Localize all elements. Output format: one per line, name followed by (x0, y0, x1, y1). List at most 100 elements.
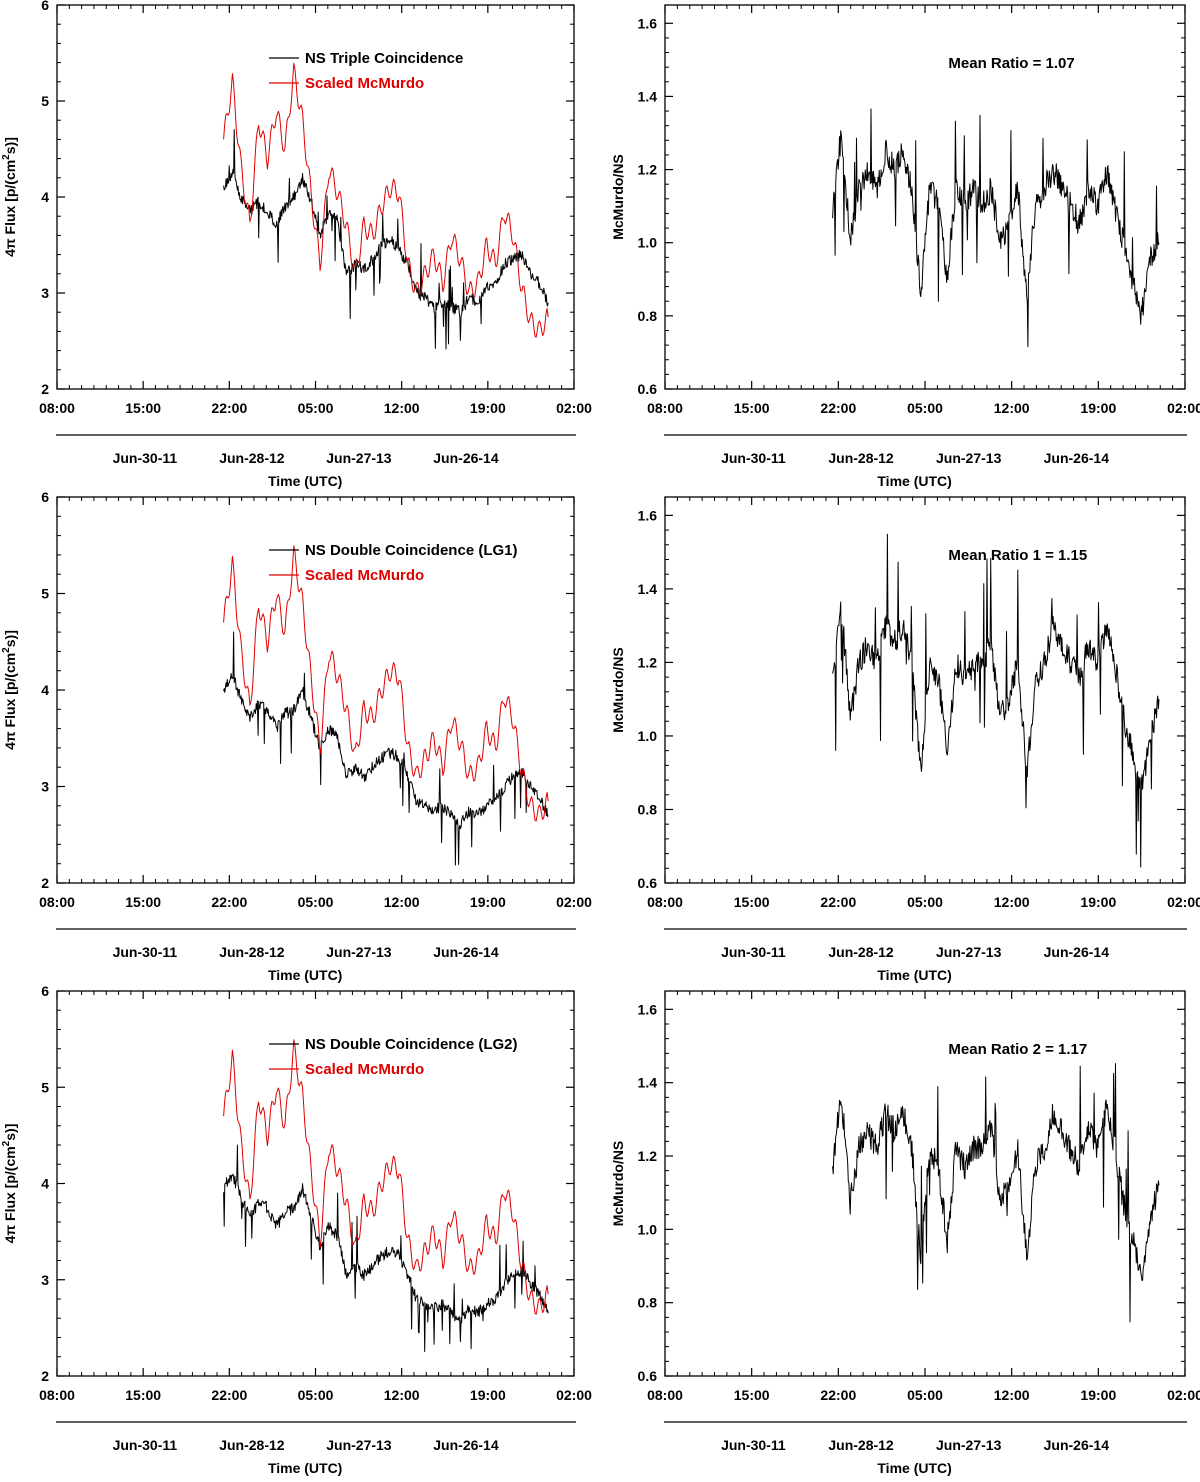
mean-ratio-annotation: Mean Ratio = 1.07 (948, 55, 1074, 72)
y-tick-label: 1.4 (638, 1075, 658, 1091)
y-axis-title: 4π Flux [p/(cm2s)] (1, 1124, 18, 1244)
x-tick-label: 12:00 (384, 1387, 420, 1403)
x-tick-label: 02:00 (1167, 400, 1200, 416)
x-axis-title: Time (UTC) (877, 473, 951, 489)
legend-label: NS Triple Coincidence (305, 50, 463, 67)
x-tick-label: 22:00 (211, 400, 247, 416)
series-line-mcmurdo-ns (832, 533, 1160, 868)
x-tick-label: 22:00 (820, 400, 856, 416)
x-tick-label: 02:00 (1167, 1387, 1200, 1403)
date-label: Jun-30-11 (721, 1437, 786, 1453)
x-tick-label: 08:00 (39, 1387, 75, 1403)
y-tick-label: 3 (41, 779, 49, 795)
y-tick-label: 4 (41, 1176, 49, 1192)
date-label: Jun-30-11 (113, 944, 178, 960)
x-tick-label: 19:00 (470, 894, 506, 910)
x-axis-title: Time (UTC) (268, 967, 342, 983)
y-axis-title: 4π Flux [p/(cm2s)] (1, 630, 18, 750)
y-tick-label: 1.6 (638, 1001, 658, 1017)
date-label: Jun-28-12 (219, 1437, 285, 1453)
series-line-ns-triple-coincidence (223, 129, 549, 350)
date-label: Jun-27-13 (936, 450, 1002, 466)
y-tick-label: 5 (41, 93, 49, 109)
y-tick-label: 1.6 (638, 507, 658, 523)
x-tick-label: 19:00 (470, 1387, 506, 1403)
legend-label: Scaled McMurdo (305, 567, 424, 584)
y-tick-label: 0.6 (638, 1368, 658, 1384)
x-tick-label: 19:00 (1080, 894, 1116, 910)
date-label: Jun-27-13 (936, 944, 1002, 960)
x-tick-label: 05:00 (298, 400, 334, 416)
chart-ratio-triple: 0.6 0.8 1.0 1.2 1.4 1.6 08:00 15:00 22:00 05:00 12… (610, 4, 1200, 489)
y-tick-label: 0.8 (638, 1295, 658, 1311)
x-tick-label: 12:00 (994, 894, 1030, 910)
y-tick-label: 4 (41, 682, 49, 698)
x-tick-label: 12:00 (384, 894, 420, 910)
y-tick-label: 6 (41, 489, 49, 505)
date-label: Jun-28-12 (219, 944, 285, 960)
x-axis-title: Time (UTC) (877, 967, 951, 983)
y-axis-title: 4π Flux [p/(cm2s)] (1, 137, 18, 257)
y-tick-label: 1.2 (638, 1148, 658, 1164)
date-label: Jun-26-14 (1044, 1437, 1110, 1453)
date-label: Jun-26-14 (1044, 450, 1110, 466)
y-tick-label: 3 (41, 1272, 49, 1288)
y-axis-title: McMurdo/NS (610, 647, 626, 733)
x-tick-label: 15:00 (125, 894, 161, 910)
x-tick-label: 15:00 (125, 400, 161, 416)
mean-ratio-annotation: Mean Ratio 1 = 1.15 (948, 547, 1087, 564)
x-tick-label: 19:00 (1080, 1387, 1116, 1403)
y-tick-label: 0.8 (638, 801, 658, 817)
y-tick-label: 1.0 (638, 728, 658, 744)
y-tick-label: 4 (41, 189, 49, 205)
x-tick-label: 02:00 (556, 894, 592, 910)
x-tick-label: 19:00 (470, 400, 506, 416)
x-tick-label: 08:00 (647, 400, 683, 416)
date-label: Jun-26-14 (1044, 944, 1110, 960)
date-label: Jun-27-13 (326, 944, 392, 960)
chart-ratio-lg2: 0.6 0.8 1.0 1.2 1.4 1.6 08:00 15:00 22:00 05:00 12… (610, 990, 1200, 1476)
y-tick-label: 1.0 (638, 1221, 658, 1237)
x-tick-label: 02:00 (1167, 894, 1200, 910)
y-tick-label: 1.2 (638, 162, 658, 178)
series-line-ns-double-coincidence-lg2 (223, 1144, 549, 1352)
x-tick-label: 19:00 (1080, 400, 1116, 416)
y-tick-label: 1.4 (638, 88, 658, 104)
x-tick-label: 05:00 (907, 1387, 943, 1403)
chart-flux-lg2: 2 3 4 5 6 08:00 15:00 22:00 05:00 12:00 19:00 02:00… (1, 983, 592, 1476)
y-tick-label: 0.6 (638, 875, 658, 891)
x-tick-label: 15:00 (734, 894, 770, 910)
date-label: Jun-26-14 (433, 944, 499, 960)
series-line-scaled-mcmurdo (223, 545, 549, 822)
x-tick-label: 22:00 (211, 1387, 247, 1403)
chart-flux-triple: 2 3 4 5 6 08:00 15:00 22:00 05:00 12:00 19:00 02:00… (1, 0, 592, 489)
series-line-scaled-mcmurdo (223, 62, 549, 338)
chart-flux-lg1: 2 3 4 5 6 08:00 15:00 22:00 05:00 12:00 19:00 02:00… (1, 489, 592, 983)
date-label: Jun-27-13 (326, 1437, 392, 1453)
date-label: Jun-28-12 (828, 450, 894, 466)
plot-frame (664, 4, 1186, 390)
x-tick-label: 02:00 (556, 400, 592, 416)
y-axis-title: McMurdo/NS (610, 154, 626, 240)
y-tick-label: 1.6 (638, 15, 658, 31)
y-tick-label: 1.4 (638, 581, 658, 597)
date-label: Jun-27-13 (326, 450, 392, 466)
x-axis-title: Time (UTC) (268, 473, 342, 489)
x-tick-label: 12:00 (994, 400, 1030, 416)
date-label: Jun-30-11 (113, 1437, 178, 1453)
y-tick-label: 2 (41, 381, 49, 397)
x-tick-label: 05:00 (907, 400, 943, 416)
y-tick-label: 0.8 (638, 308, 658, 324)
plot-frame (664, 990, 1186, 1377)
x-tick-label: 05:00 (298, 894, 334, 910)
y-tick-label: 1.0 (638, 235, 658, 251)
y-tick-label: 0.6 (638, 381, 658, 397)
x-tick-label: 22:00 (820, 894, 856, 910)
x-tick-label: 22:00 (820, 1387, 856, 1403)
y-tick-label: 6 (41, 0, 49, 13)
date-label: Jun-26-14 (433, 450, 499, 466)
date-label: Jun-28-12 (828, 1437, 894, 1453)
chart-ratio-lg1: 0.6 0.8 1.0 1.2 1.4 1.6 08:00 15:00 22:00 05:00 12… (610, 496, 1200, 983)
x-tick-label: 08:00 (647, 894, 683, 910)
